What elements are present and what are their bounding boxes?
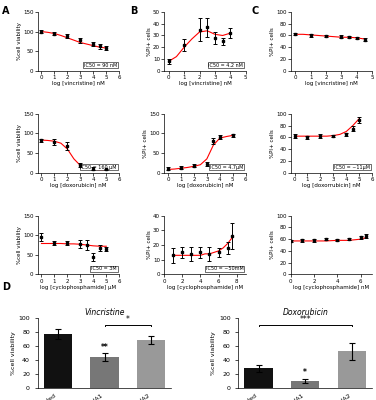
Text: IC50 = 4.2 nM: IC50 = 4.2 nM (208, 63, 243, 68)
Bar (91, 357, 118, 388)
Y-axis label: %PI+ cells: %PI+ cells (270, 231, 274, 260)
Text: *: * (303, 368, 307, 378)
X-axis label: log [doxorubicin] nM: log [doxorubicin] nM (177, 183, 233, 188)
Title: Vincristine: Vincristine (84, 308, 125, 317)
X-axis label: log [cyclophosphamide] nM: log [cyclophosphamide] nM (167, 285, 243, 290)
Bar (44, 334, 72, 388)
Text: *: * (126, 315, 130, 324)
Bar (291, 381, 319, 388)
Y-axis label: %cell viability: %cell viability (11, 331, 15, 375)
Text: IC50 = ~11μM: IC50 = ~11μM (334, 165, 370, 170)
X-axis label: log [doxorrubicin] nM: log [doxorrubicin] nM (302, 183, 361, 188)
Bar (244, 368, 273, 388)
Y-axis label: %cell viability: %cell viability (17, 226, 21, 264)
X-axis label: log [vincristine] nM: log [vincristine] nM (305, 81, 358, 86)
Y-axis label: %PI+ cells: %PI+ cells (270, 27, 274, 56)
Title: Doxorubicin: Doxorubicin (282, 308, 328, 317)
Text: B: B (130, 6, 137, 16)
Text: A: A (2, 6, 9, 16)
Text: IC50 = 160 μM: IC50 = 160 μM (80, 165, 117, 170)
X-axis label: log [cyclophosphamide] μM: log [cyclophosphamide] μM (40, 285, 117, 290)
X-axis label: log [cyclophosphamide] nM: log [cyclophosphamide] nM (293, 285, 370, 290)
Y-axis label: %PI+ cells: %PI+ cells (270, 129, 274, 158)
Text: **: ** (101, 343, 108, 352)
Bar (338, 351, 366, 388)
Text: IC50 = 3M: IC50 = 3M (91, 266, 117, 272)
Y-axis label: %PI+ cells: %PI+ cells (147, 231, 152, 260)
Y-axis label: %PI+ cells: %PI+ cells (147, 27, 152, 56)
Text: C: C (252, 6, 259, 16)
Text: IC50 = 90 nM: IC50 = 90 nM (83, 63, 117, 68)
Text: ***: *** (300, 315, 311, 324)
Y-axis label: %PI+ cells: %PI+ cells (143, 129, 148, 158)
Text: IC50 = 4.7μM: IC50 = 4.7μM (210, 165, 243, 170)
Bar (137, 340, 165, 388)
X-axis label: log [vincristine] nM: log [vincristine] nM (52, 81, 105, 86)
Y-axis label: %cell viability: %cell viability (17, 22, 21, 60)
X-axis label: log [vincristine] nM: log [vincristine] nM (179, 81, 231, 86)
X-axis label: log [doxorubicin] nM: log [doxorubicin] nM (50, 183, 107, 188)
Text: D: D (2, 282, 10, 292)
Text: IC50 = ~50mM: IC50 = ~50mM (206, 266, 243, 272)
Y-axis label: %cell viability: %cell viability (211, 331, 216, 375)
Y-axis label: %cell viability: %cell viability (17, 124, 21, 162)
